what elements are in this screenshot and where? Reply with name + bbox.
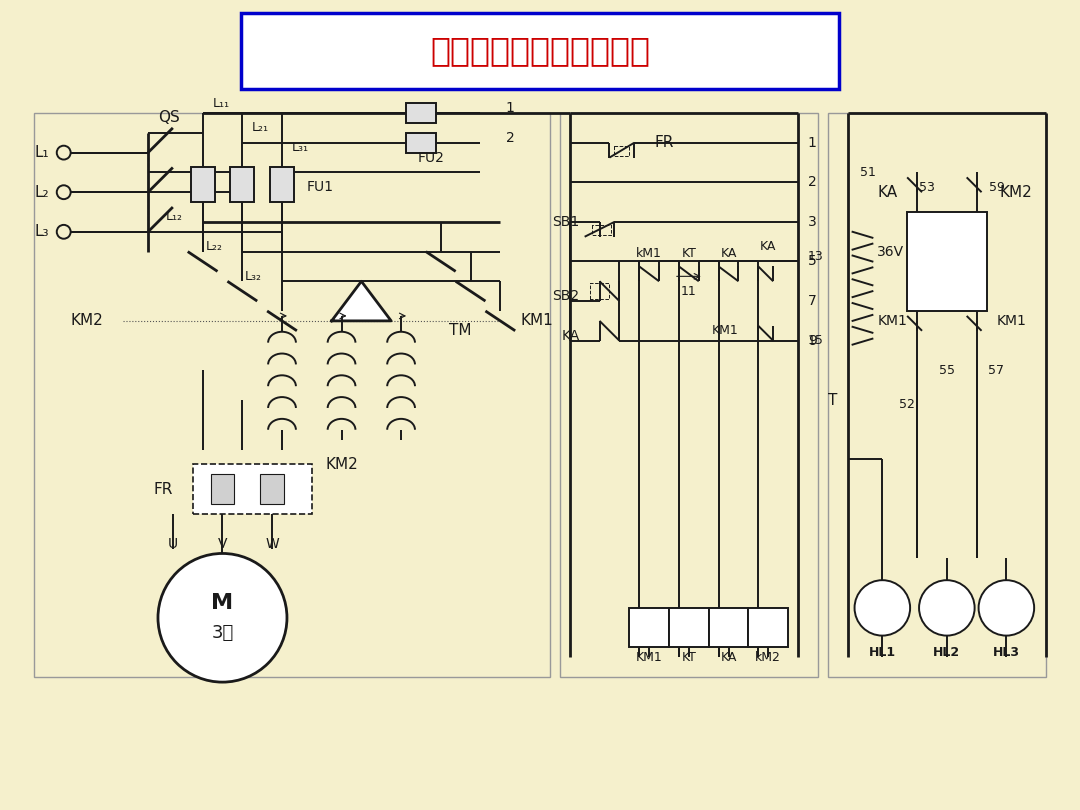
- Text: L₃: L₃: [35, 224, 49, 239]
- Text: KA: KA: [760, 240, 777, 254]
- Text: W: W: [266, 536, 279, 551]
- Text: KA: KA: [877, 185, 897, 200]
- Bar: [630, 608, 669, 647]
- Text: V: V: [218, 536, 227, 551]
- Text: 57: 57: [988, 364, 1004, 377]
- Text: M: M: [212, 593, 233, 613]
- Bar: [260, 475, 284, 504]
- Text: 1: 1: [505, 101, 515, 115]
- Text: 13: 13: [808, 250, 824, 263]
- Text: L₁₁: L₁₁: [213, 96, 230, 109]
- Text: 3: 3: [808, 215, 816, 229]
- Text: FU1: FU1: [307, 181, 334, 194]
- Text: L₂₂: L₂₂: [205, 240, 222, 254]
- Polygon shape: [332, 281, 391, 321]
- Text: 5: 5: [808, 254, 816, 268]
- Text: L₁: L₁: [35, 145, 49, 160]
- Text: L₂: L₂: [35, 185, 49, 200]
- Bar: [827, 113, 1047, 677]
- Text: 59: 59: [988, 181, 1004, 194]
- Text: 2: 2: [505, 130, 514, 145]
- Text: KM2: KM2: [70, 313, 104, 328]
- Text: L₃₁: L₃₁: [292, 141, 309, 154]
- Bar: [708, 608, 748, 647]
- Text: FU2: FU2: [417, 151, 444, 164]
- Text: T: T: [828, 393, 838, 407]
- Bar: [191, 168, 215, 202]
- Bar: [559, 113, 818, 677]
- Text: KM2: KM2: [1000, 185, 1032, 200]
- Text: 7: 7: [808, 294, 816, 308]
- Bar: [748, 608, 788, 647]
- Bar: [211, 475, 234, 504]
- Circle shape: [978, 580, 1035, 636]
- Bar: [907, 212, 986, 311]
- Text: 3～: 3～: [212, 624, 233, 642]
- Circle shape: [158, 553, 287, 682]
- Text: KA: KA: [562, 329, 580, 343]
- Text: QS: QS: [158, 110, 179, 126]
- Text: HL3: HL3: [993, 646, 1020, 659]
- Text: 36V: 36V: [877, 245, 905, 258]
- Text: 53: 53: [919, 181, 935, 194]
- Text: SB2: SB2: [553, 289, 580, 303]
- Text: HL1: HL1: [868, 646, 896, 659]
- Bar: [230, 168, 254, 202]
- Text: KA: KA: [720, 651, 737, 664]
- Text: KT: KT: [681, 247, 697, 260]
- Bar: [33, 113, 550, 677]
- Circle shape: [919, 580, 974, 636]
- Text: KM1: KM1: [877, 313, 907, 328]
- Text: 52: 52: [900, 399, 915, 411]
- Text: 15: 15: [808, 335, 824, 347]
- Text: 2: 2: [808, 175, 816, 190]
- Text: 9: 9: [808, 334, 816, 347]
- Text: KM1: KM1: [712, 324, 739, 337]
- Text: KM2: KM2: [325, 457, 357, 472]
- Text: HL2: HL2: [933, 646, 960, 659]
- Text: kM1: kM1: [636, 247, 662, 260]
- Bar: [270, 168, 294, 202]
- Circle shape: [854, 580, 910, 636]
- Text: FR: FR: [153, 482, 173, 497]
- Text: 55: 55: [939, 364, 955, 377]
- Bar: [669, 608, 708, 647]
- Text: KM1: KM1: [997, 313, 1026, 328]
- Bar: [192, 464, 312, 514]
- Text: KM1: KM1: [521, 313, 553, 328]
- Text: SB1: SB1: [553, 215, 580, 229]
- Text: L₁₂: L₁₂: [165, 211, 183, 224]
- Bar: [406, 103, 436, 123]
- Text: 自耦变压器降压起动线路: 自耦变压器降压起动线路: [430, 34, 650, 67]
- Bar: [406, 133, 436, 152]
- Text: KM1: KM1: [636, 651, 662, 664]
- Text: 51: 51: [860, 166, 876, 179]
- Text: L₂₁: L₂₁: [253, 122, 269, 134]
- Text: 11: 11: [681, 284, 697, 298]
- Text: U: U: [167, 536, 178, 551]
- Text: FR: FR: [654, 135, 674, 150]
- Text: kM2: kM2: [755, 651, 781, 664]
- FancyBboxPatch shape: [241, 13, 839, 89]
- Text: KA: KA: [720, 247, 737, 260]
- Text: KT: KT: [681, 651, 697, 664]
- Text: L₃₂: L₃₂: [245, 270, 262, 283]
- Text: TM: TM: [449, 323, 472, 339]
- Text: 1: 1: [808, 136, 816, 150]
